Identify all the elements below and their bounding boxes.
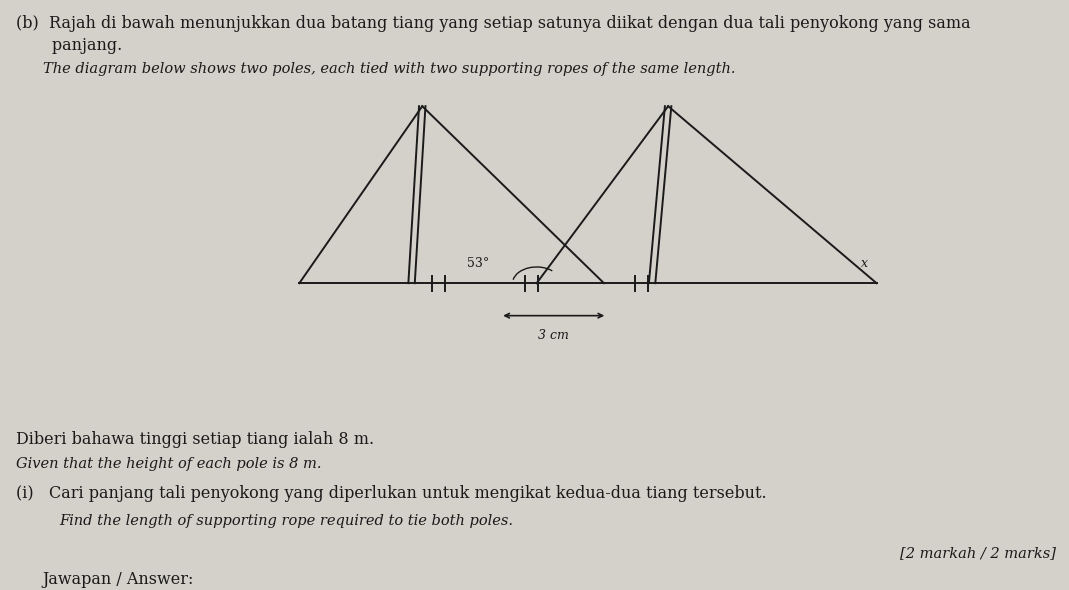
Text: Diberi bahawa tinggi setiap tiang ialah 8 m.: Diberi bahawa tinggi setiap tiang ialah … [16,431,374,448]
Text: The diagram below shows two poles, each tied with two supporting ropes of the sa: The diagram below shows two poles, each … [43,62,735,76]
Text: x: x [861,257,868,270]
Text: (b)  Rajah di bawah menunjukkan dua batang tiang yang setiap satunya diikat deng: (b) Rajah di bawah menunjukkan dua batan… [16,15,971,32]
Text: panjang.: panjang. [16,37,122,54]
Text: Find the length of supporting rope required to tie both poles.: Find the length of supporting rope requi… [59,514,513,529]
Text: [2 markah / 2 marks]: [2 markah / 2 marks] [900,546,1056,560]
Text: Jawapan / Answer:: Jawapan / Answer: [43,571,195,588]
Text: 3 cm: 3 cm [539,329,569,342]
Text: (i)   Cari panjang tali penyokong yang diperlukan untuk mengikat kedua-dua tiang: (i) Cari panjang tali penyokong yang dip… [16,485,766,502]
Text: 53°: 53° [467,257,490,270]
Text: Given that the height of each pole is 8 m.: Given that the height of each pole is 8 … [16,457,322,471]
